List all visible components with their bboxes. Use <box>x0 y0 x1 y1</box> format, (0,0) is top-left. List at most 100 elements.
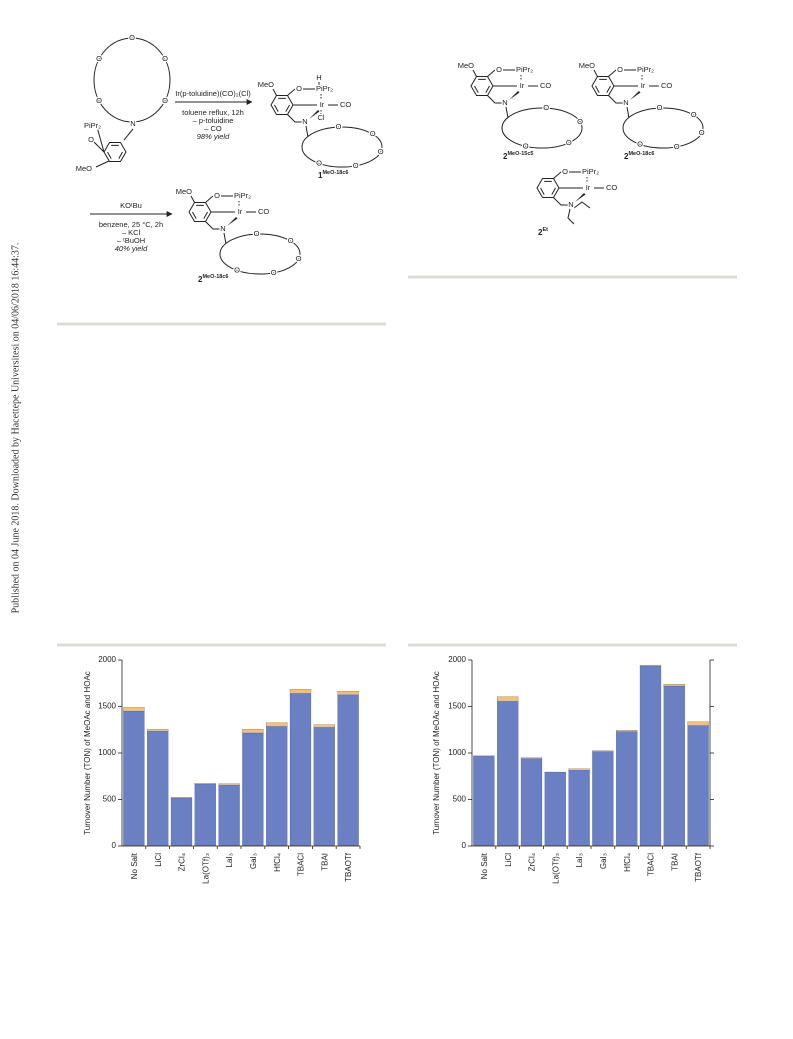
atom-label: CO <box>258 207 269 216</box>
x-tick-label: LiCl <box>504 853 513 867</box>
bar-segment <box>639 664 662 667</box>
bar-segment <box>616 730 638 732</box>
bond <box>505 106 509 119</box>
reactant-structure: O O O O O N PiPr₂ O MeO <box>74 32 171 174</box>
bar-segment <box>242 729 264 734</box>
x-tick-label: La(OTf)₃ <box>551 853 560 884</box>
bar-segment <box>266 722 288 727</box>
atom-label: O <box>129 33 135 42</box>
y-tick-label: 0 <box>462 841 467 850</box>
x-tick-label: No Salt <box>130 852 139 879</box>
compound-label: 2MeO-18c6 <box>624 151 654 161</box>
atom-label: O <box>296 254 302 263</box>
x-tick-label: TBACl <box>297 853 306 876</box>
atom-label: O <box>162 54 168 63</box>
atom-label: O <box>378 147 384 156</box>
condition: – ᵗBuOH <box>117 236 145 245</box>
bar-segment <box>194 783 216 785</box>
atom-label: O <box>657 103 663 112</box>
atom-label: O <box>162 96 168 105</box>
bar-segment <box>592 750 614 752</box>
y-tick-label: 500 <box>453 795 467 804</box>
condition: – KCl <box>122 228 141 237</box>
bar-segment <box>170 797 193 799</box>
atom-label: O <box>637 139 643 148</box>
bar-segment <box>473 756 495 847</box>
x-tick-label: TBACl <box>647 853 656 876</box>
atom-label: PiPr₂ <box>316 84 333 93</box>
atom-label: Ir <box>641 81 646 90</box>
y-tick-label: 2000 <box>98 655 116 664</box>
ethyl-group <box>567 201 591 225</box>
reagent: Ir(p-toluidine)(CO)₂(Cl) <box>175 89 251 98</box>
complex-structure: O PiPr₂ Ir CO N <box>537 166 619 225</box>
atom-label: Ir <box>586 183 591 192</box>
bar-segment <box>266 726 288 847</box>
crown-ring <box>301 126 383 168</box>
bar-segment <box>123 711 145 847</box>
compound-label: 1MeO-18c6 <box>318 170 348 180</box>
atom-label: MeO <box>176 187 192 196</box>
atom-label: O <box>496 65 502 74</box>
compound-number: 2 <box>198 275 203 284</box>
bond <box>223 232 227 245</box>
bar-segment <box>218 784 240 847</box>
condition: – CO <box>204 124 222 133</box>
x-tick-label: TBAI <box>320 853 329 871</box>
bar-segment <box>663 684 685 687</box>
x-tick-label: HfCl₄ <box>623 853 632 872</box>
atom-label: O <box>96 54 102 63</box>
atom-label: O <box>566 138 572 147</box>
atom-label: MeO <box>579 61 595 70</box>
atom-label: Ir <box>520 81 525 90</box>
condition: – p-toluidine <box>193 116 234 125</box>
atom-label: O <box>288 236 294 245</box>
atom-label: O <box>523 141 529 150</box>
x-tick-label: LaI₃ <box>225 853 234 867</box>
bar-segment <box>242 732 264 847</box>
bar-segment <box>147 730 169 847</box>
y-tick-label: 1000 <box>448 748 466 757</box>
side-note: Published on 04 June 2018. Downloaded by… <box>10 243 21 614</box>
yield: 98% yield <box>197 132 230 141</box>
bar-segment <box>520 758 543 847</box>
bond <box>190 195 195 203</box>
bar-segment <box>289 689 312 694</box>
compound-label: 2MeO-18c6 <box>198 274 228 284</box>
bond <box>305 125 309 138</box>
atom-label: O <box>674 142 680 151</box>
bar-segment <box>289 693 312 847</box>
crown-ring <box>219 233 301 275</box>
atom-label: N <box>302 117 307 126</box>
y-tick-label: 1500 <box>448 702 466 711</box>
atom-label: Ir <box>320 100 325 109</box>
bar-segment <box>520 757 543 759</box>
x-tick-label: No Salt <box>480 852 489 879</box>
bar-segment <box>337 691 359 696</box>
bar-segment <box>568 770 590 847</box>
x-tick-label: LaI₃ <box>575 853 584 867</box>
x-tick-label: TBAI <box>670 853 679 871</box>
bar-segment <box>639 665 662 847</box>
atom-label: Cl <box>317 113 324 122</box>
bar-segment <box>663 685 685 847</box>
atom-label: PiPr₂ <box>84 121 101 130</box>
atom-label: O <box>234 265 240 274</box>
atom-label: O <box>617 65 623 74</box>
bond <box>472 69 477 77</box>
bar-segment <box>313 727 335 847</box>
atom-label: N <box>130 119 135 128</box>
yield: 40% yield <box>115 244 148 253</box>
atom-label: O <box>254 229 260 238</box>
bar-segment <box>687 721 709 726</box>
complex-structure: O O O O MeO O PiPr₂ Ir CO N <box>456 60 584 152</box>
reaction-step: Ir(p-toluidine)(CO)₂(Cl) toluene reflux,… <box>175 89 253 141</box>
bar-segment <box>194 784 216 847</box>
y-axis-label: Turnover Number (TON) of MeOAc and HOAc <box>83 671 92 835</box>
atom-label: O <box>336 122 342 131</box>
atom-label: PiPr₂ <box>637 65 654 74</box>
atom-label: PiPr₂ <box>516 65 533 74</box>
atom-label: MeO <box>458 61 474 70</box>
